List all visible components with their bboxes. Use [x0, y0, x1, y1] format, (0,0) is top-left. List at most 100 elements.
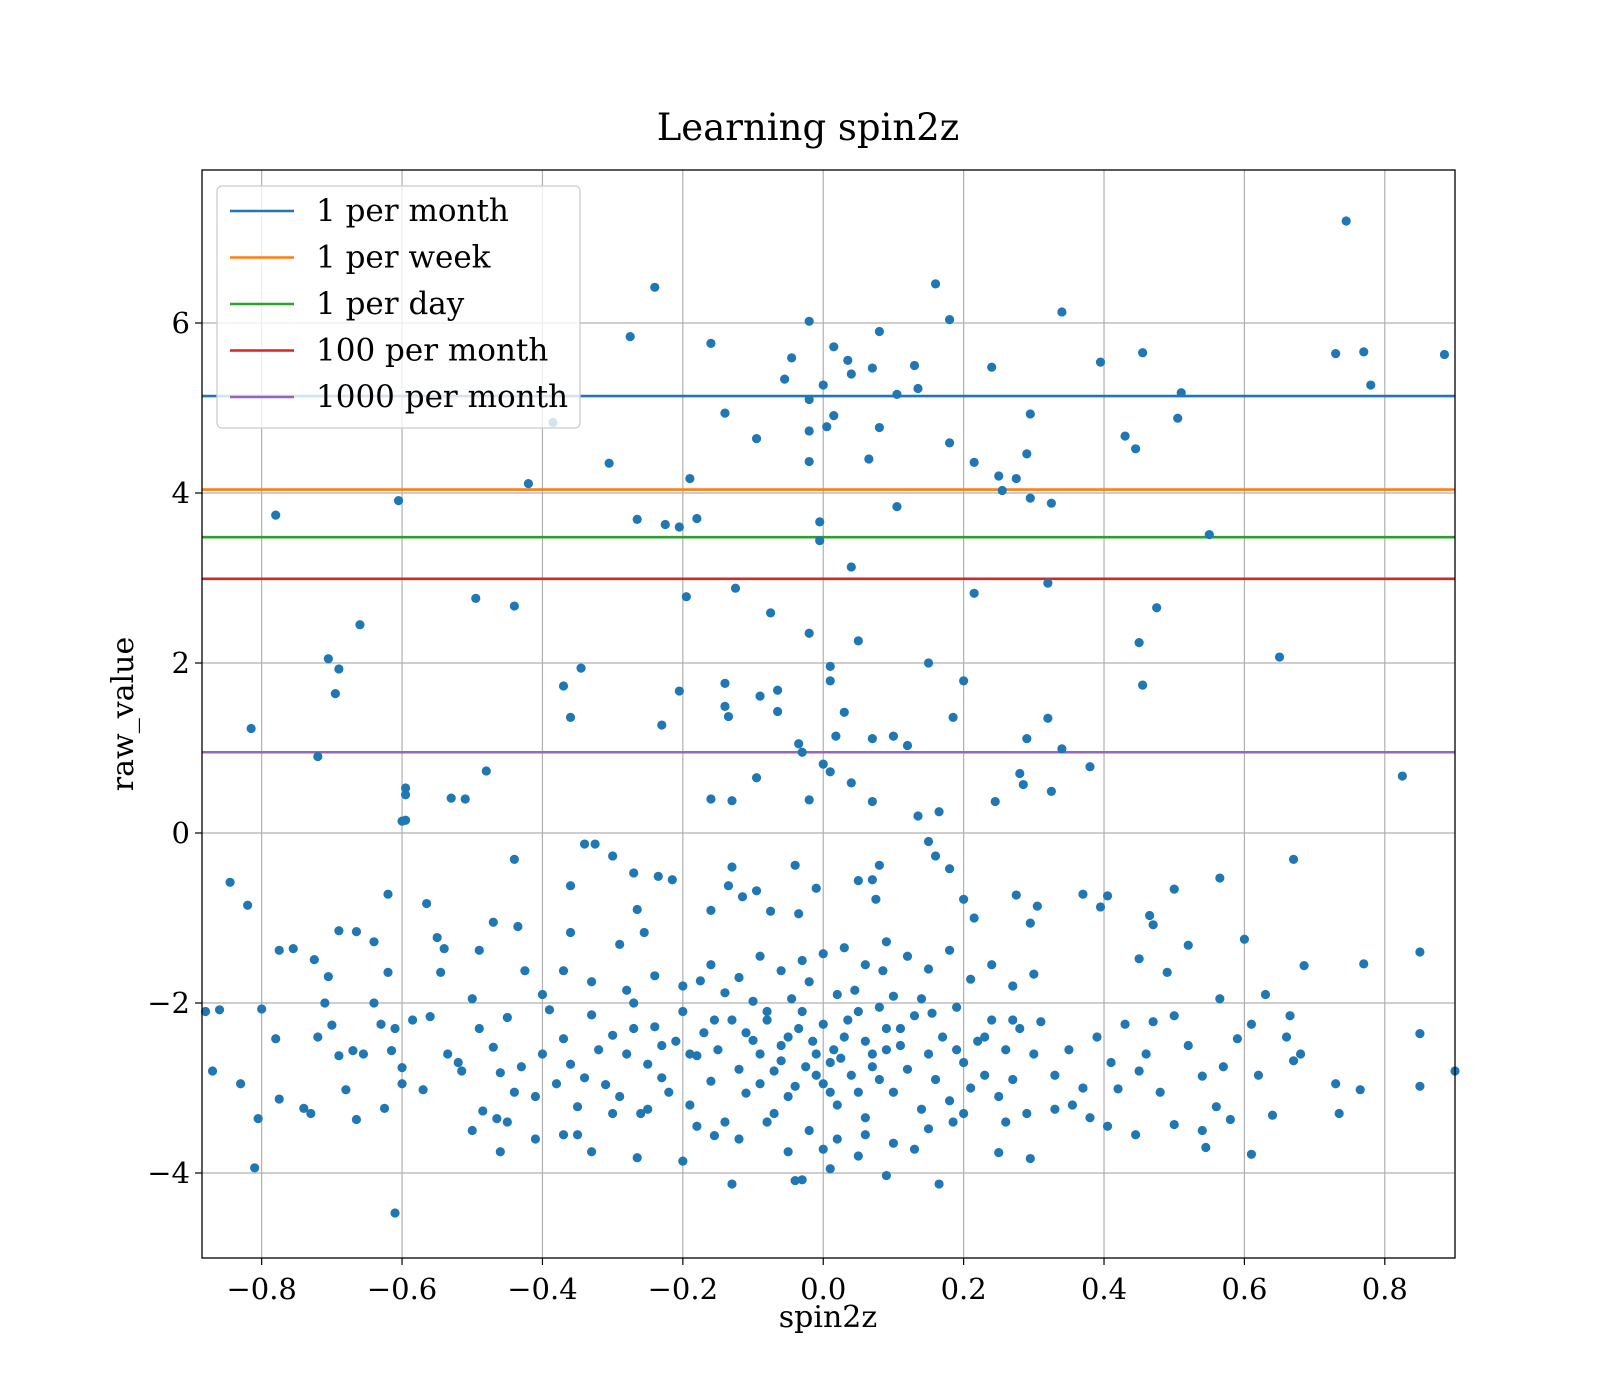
scatter-point — [636, 1108, 646, 1119]
x-tick-label: 0.0 — [800, 1272, 846, 1306]
scatter-point — [948, 712, 958, 723]
scatter-point — [320, 998, 330, 1008]
scatter-point — [1152, 603, 1162, 613]
scatter-point — [871, 894, 881, 904]
scatter-point — [1120, 431, 1130, 441]
scatter-point — [615, 1091, 625, 1102]
scatter-point — [902, 1064, 913, 1074]
scatter-point — [952, 1002, 962, 1012]
scatter-point — [622, 1049, 632, 1059]
scatter-point — [1113, 1084, 1123, 1094]
scatter-point — [639, 927, 649, 938]
scatter-point — [822, 422, 832, 432]
scatter-point — [334, 926, 344, 936]
scatter-point — [243, 900, 253, 910]
scatter-point — [650, 971, 660, 981]
scatter-point — [1011, 473, 1021, 484]
scatter-point — [1274, 652, 1285, 662]
scatter-point — [558, 1130, 569, 1140]
reference-lines — [202, 394, 1455, 754]
scatter-point — [1008, 1015, 1018, 1025]
scatter-point — [727, 796, 737, 806]
scatter-point — [632, 904, 642, 915]
scatter-point — [586, 1147, 597, 1157]
scatter-point — [685, 473, 695, 484]
x-tick-label: 0.4 — [1081, 1272, 1127, 1306]
scatter-point — [1046, 498, 1056, 508]
scatter-point — [1036, 1017, 1046, 1027]
scatter-point — [348, 1046, 358, 1056]
scatter-point — [488, 917, 498, 927]
scatter-point — [923, 836, 934, 847]
scatter-point — [780, 374, 790, 384]
scatter-point — [878, 966, 888, 976]
scatter-point — [253, 1114, 263, 1124]
scatter-point — [1341, 216, 1351, 226]
scatter-point — [1029, 1049, 1039, 1059]
scatter-point — [436, 967, 446, 978]
scatter-point — [390, 1208, 400, 1218]
scatter-point — [720, 701, 730, 711]
scatter-point — [832, 1134, 842, 1144]
scatter-point — [892, 502, 902, 512]
legend-label: 1 per day — [316, 286, 465, 322]
scatter-point — [769, 1066, 779, 1076]
scatter-point — [1050, 1070, 1060, 1080]
x-tick-label: −0.6 — [367, 1272, 437, 1306]
scatter-point — [495, 1147, 505, 1157]
y-tick-label: −2 — [147, 986, 190, 1020]
scatter-point — [379, 1103, 390, 1113]
scatter-point — [1085, 762, 1095, 772]
scatter-point — [257, 1004, 267, 1014]
scatter-point — [969, 588, 979, 598]
scatter-point — [1288, 1056, 1299, 1066]
scatter-point — [980, 1032, 990, 1042]
scatter-point — [980, 1070, 990, 1080]
scatter-point — [1043, 713, 1053, 723]
scatter-point — [1225, 1114, 1235, 1125]
scatter-point — [214, 1005, 225, 1015]
scatter-point — [1095, 902, 1106, 912]
scatter-point — [902, 951, 913, 961]
scatter-point — [825, 767, 835, 777]
scatter-point — [709, 1131, 720, 1141]
axis-ticks: −0.8 −0.6 −0.4 −0.2 0.0 0.2 0.4 0.6 0.8 −4 −2 0 2 4 6 — [147, 306, 1408, 1306]
scatter-point — [727, 1015, 737, 1025]
scatter-point — [934, 1179, 944, 1189]
scatter-point — [271, 1034, 281, 1044]
scatter-point — [790, 1081, 800, 1091]
scatter-point — [916, 1104, 927, 1114]
x-tick-label: 0.2 — [941, 1272, 987, 1306]
scatter-point — [706, 905, 716, 915]
scatter-point — [551, 1079, 562, 1089]
scatter-point — [987, 1015, 997, 1025]
scatter-point — [481, 766, 491, 776]
scatter-point — [509, 1087, 519, 1097]
scatter-point — [590, 839, 600, 849]
scatter-point — [867, 734, 877, 744]
scatter-point — [987, 362, 997, 372]
scatter-point — [1095, 357, 1106, 367]
scatter-point — [629, 1023, 639, 1034]
scatter-point — [657, 720, 667, 730]
scatter-point — [1008, 1074, 1018, 1085]
scatter-point — [572, 1130, 583, 1140]
scatter-point — [867, 1049, 877, 1059]
scatter-point — [1415, 1081, 1425, 1091]
scatter-point — [685, 1100, 695, 1110]
scatter-point — [1197, 1125, 1207, 1136]
scatter-point — [867, 363, 877, 373]
scatter-point — [513, 921, 523, 932]
scatter-point — [797, 955, 807, 966]
scatter-point — [351, 927, 362, 937]
scatter-point — [1299, 961, 1309, 971]
scatter-point — [1134, 638, 1144, 648]
scatter-point — [615, 939, 625, 949]
scatter-point — [313, 751, 323, 762]
scatter-point — [959, 1057, 969, 1068]
scatter-point — [200, 1006, 211, 1017]
scatter-point — [309, 955, 319, 965]
scatter-point — [751, 886, 762, 896]
scatter-point — [776, 966, 786, 976]
scatter-point — [250, 1163, 260, 1173]
